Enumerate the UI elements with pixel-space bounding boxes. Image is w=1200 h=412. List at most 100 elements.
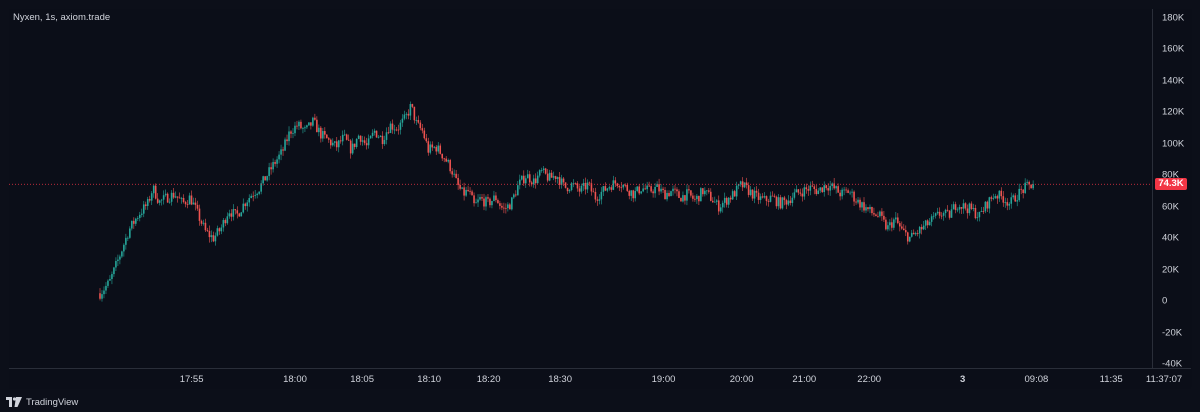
candle-body — [678, 191, 680, 198]
candle-body — [1028, 181, 1030, 185]
price-axis[interactable] — [1152, 9, 1192, 387]
candle-body — [443, 158, 445, 160]
candle-body — [811, 185, 814, 187]
candle-body — [224, 220, 227, 224]
candle-body — [439, 145, 442, 154]
candle-body — [729, 197, 732, 200]
candle-body — [588, 182, 591, 184]
candle-body — [220, 227, 223, 232]
candle-body — [1018, 188, 1020, 201]
candle-body — [578, 188, 581, 192]
candle-body — [278, 154, 280, 160]
candle-body — [831, 183, 833, 187]
time-tick-label: 18:00 — [283, 374, 307, 385]
candle-body — [528, 174, 531, 183]
candle-body — [341, 134, 344, 142]
candle-body — [252, 195, 254, 197]
candle-body — [345, 134, 348, 140]
candle-body — [704, 190, 706, 195]
candle-body — [710, 191, 712, 201]
candle-body — [594, 191, 597, 200]
candle-body — [248, 198, 251, 203]
candle-body — [996, 196, 999, 199]
candle-body — [586, 182, 589, 190]
candle-body — [964, 203, 967, 209]
candle-body — [417, 120, 420, 123]
candle-body — [560, 178, 563, 185]
candle-body — [377, 136, 380, 138]
candle-body — [505, 207, 507, 209]
candle-body — [487, 197, 489, 199]
candle-body — [483, 198, 485, 207]
candle-body — [204, 222, 207, 231]
plot-area[interactable] — [9, 9, 1152, 387]
candle-body — [624, 184, 627, 186]
candle-body — [534, 178, 537, 184]
candle-body — [322, 131, 324, 139]
candle-body — [198, 208, 201, 221]
candle-body — [373, 130, 376, 133]
price-tick-label: -20K — [1162, 327, 1183, 339]
candle-body — [769, 195, 772, 202]
candle-body — [779, 197, 782, 209]
candle-body — [708, 190, 710, 192]
candle-body — [324, 131, 326, 135]
candle-body — [158, 200, 161, 203]
candle-body — [524, 178, 527, 184]
candle-body — [216, 228, 219, 236]
candle-body — [357, 135, 360, 139]
candle-body — [688, 189, 690, 191]
price-tick-label: 0 — [1162, 295, 1168, 307]
candle-body — [596, 199, 599, 201]
candle-body — [966, 208, 969, 214]
candle-body — [471, 191, 473, 196]
candle-body — [592, 191, 595, 193]
candle-body — [851, 191, 853, 193]
candle-body — [869, 206, 871, 210]
time-tick-label: 11:35 — [1099, 374, 1123, 385]
candle-body — [948, 210, 951, 218]
candle-body — [877, 215, 879, 217]
time-axis[interactable] — [9, 368, 1191, 389]
candle-body — [982, 211, 985, 212]
candle-body — [984, 201, 987, 212]
candle-body — [499, 203, 501, 206]
candle-body — [542, 168, 545, 171]
candle-body — [916, 233, 919, 234]
time-tick-label: 18:10 — [417, 374, 442, 385]
candle-body — [1020, 188, 1022, 190]
candle-body — [437, 145, 440, 152]
candle-body — [457, 177, 459, 185]
candle-body — [1010, 197, 1013, 204]
candle-body — [423, 130, 426, 139]
candle-body — [644, 188, 646, 190]
candle-body — [379, 135, 382, 137]
candle-body — [101, 294, 103, 299]
price-tick-label: 140K — [1162, 75, 1185, 87]
candle-body — [883, 215, 885, 220]
candle-body — [405, 113, 408, 115]
price-tick-label: 60K — [1162, 201, 1179, 213]
candle-body — [757, 192, 760, 200]
candle-body — [180, 197, 183, 199]
candle-body — [288, 131, 290, 142]
candle-body — [990, 197, 993, 199]
candle-body — [435, 146, 438, 152]
candle-body — [403, 114, 406, 119]
tradingview-footer[interactable]: TradingView — [6, 395, 78, 409]
candle-body — [576, 183, 579, 189]
candle-body — [385, 132, 388, 140]
candle-body — [686, 189, 688, 201]
candle-body — [103, 290, 105, 295]
candle-body — [441, 153, 444, 159]
candle-body — [968, 203, 971, 214]
candle-body — [912, 232, 915, 235]
candle-body — [980, 211, 983, 212]
candle-body — [375, 130, 378, 138]
candle-body — [618, 186, 621, 188]
price-tick-label: 160K — [1162, 43, 1185, 55]
candle-body — [186, 204, 189, 205]
candle-body — [146, 199, 149, 206]
candle-body — [926, 220, 929, 226]
candle-body — [367, 138, 370, 146]
